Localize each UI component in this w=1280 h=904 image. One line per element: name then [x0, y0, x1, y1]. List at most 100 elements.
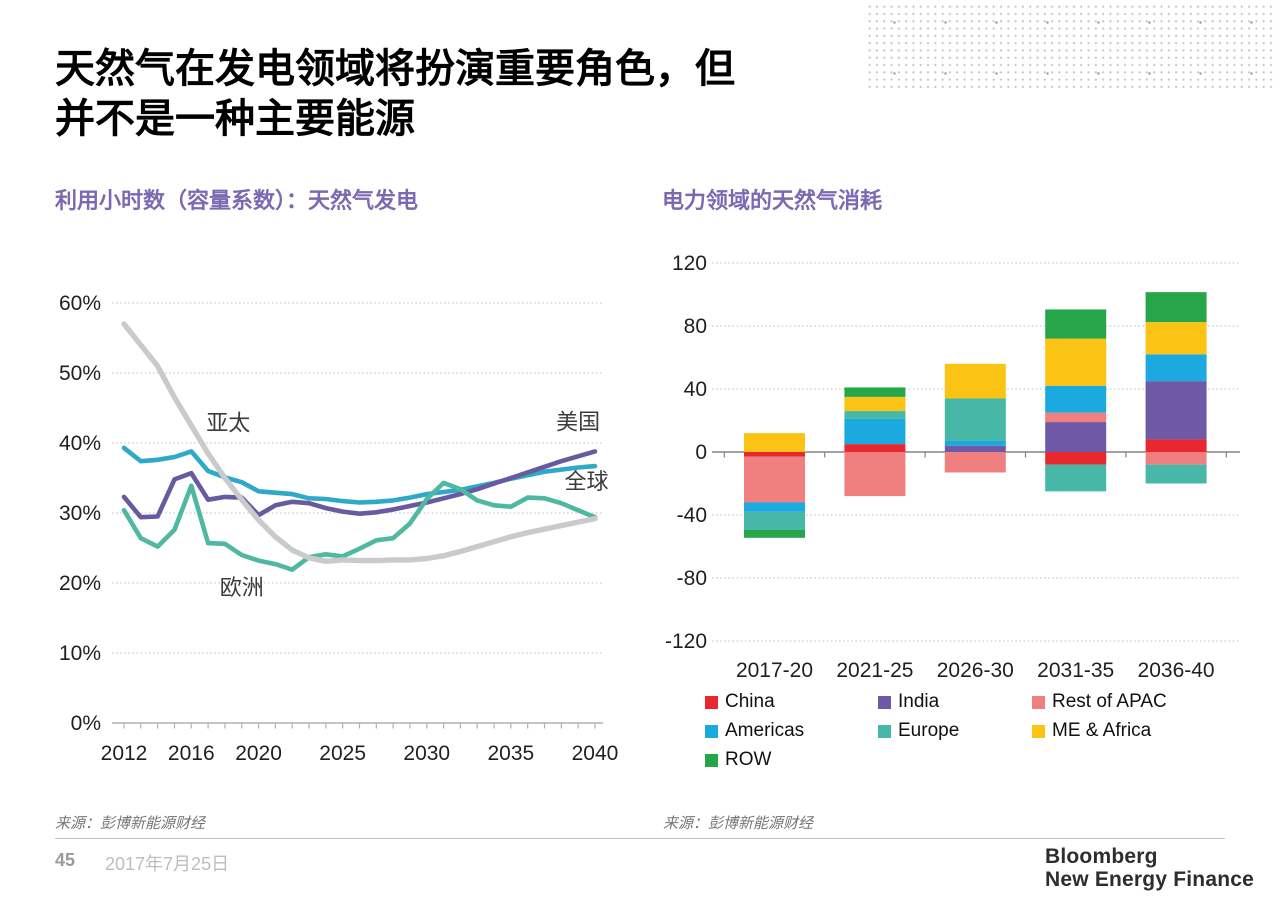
bnef-logo: Bloomberg New Energy Finance — [1045, 845, 1254, 891]
y-tick-label: 80 — [684, 315, 707, 338]
y-tick-label: 30% — [59, 502, 101, 525]
bar-segment-china — [744, 452, 805, 457]
bar-segment-europe — [944, 398, 1006, 441]
y-tick-label: 20% — [59, 572, 101, 595]
bar-segment-china — [1145, 439, 1207, 452]
legend-item-row: ROW — [705, 749, 771, 771]
bar-segment-me-africa — [1045, 338, 1107, 386]
x-tick-label: 2030 — [403, 742, 450, 765]
legend-label: India — [898, 691, 940, 712]
bar-segment-row — [744, 529, 805, 538]
x-tick-label: 2035 — [488, 742, 535, 765]
bar-segment-europe — [744, 511, 805, 530]
legend-swatch — [878, 724, 891, 738]
bar-segment-americas — [844, 418, 906, 445]
legend-label: ME & Africa — [1052, 720, 1152, 741]
legend-item-india: India — [878, 691, 939, 713]
legend-swatch — [705, 695, 718, 709]
slide-date: 2017年7月25日 — [105, 854, 230, 874]
bar-chart-legend: China India Rest of APAC Americas Europe ME &… — [705, 691, 1250, 783]
category-label: 2017-20 — [736, 659, 813, 682]
x-tick-label: 2020 — [235, 742, 282, 765]
bar-segment-me-africa — [844, 396, 906, 412]
y-tick-label: 120 — [672, 252, 707, 275]
legend-item-europe: Europe — [878, 720, 959, 742]
bar-segment-india — [944, 445, 1006, 452]
legend-item-me-africa: ME & Africa — [1032, 720, 1151, 742]
bar-segment-rest-of-apac — [744, 456, 805, 503]
bar-segment-rest-of-apac — [944, 452, 1006, 473]
bar-segment-europe — [844, 411, 906, 419]
legend-label: Rest of APAC — [1052, 691, 1167, 712]
line-chart-title: 利用小时数（容量系数）：天然气发电 — [55, 188, 419, 213]
bar-segment-me-africa — [1145, 322, 1207, 355]
bar-segment-americas — [744, 502, 805, 512]
line-series-亚太 — [121, 321, 598, 564]
dot-pattern-decoration — [866, 3, 1276, 88]
logo-line2: New Energy Finance — [1045, 868, 1254, 891]
series-label: 亚太 — [206, 411, 250, 436]
category-label: 2036-40 — [1138, 659, 1215, 682]
x-tick-label: 2025 — [319, 742, 366, 765]
legend-item-rest-of-apac: Rest of APAC — [1032, 691, 1167, 713]
bar-segment-china — [844, 444, 906, 452]
legend-swatch — [705, 724, 718, 738]
y-tick-label: 40% — [59, 432, 101, 455]
line-series-欧洲 — [121, 480, 598, 573]
y-tick-label: 10% — [59, 642, 101, 665]
bar-segment-row — [1045, 309, 1107, 339]
bar-segment-me-africa — [744, 433, 805, 452]
legend-item-americas: Americas — [705, 720, 804, 742]
series-label: 欧洲 — [220, 575, 264, 600]
bar-segment-americas — [1045, 385, 1107, 413]
y-tick-label: -120 — [665, 630, 707, 653]
slide-title: 天然气在发电领域将扮演重要角色，但 并不是一种主要能源 — [55, 47, 735, 142]
bar-segment-americas — [1145, 354, 1207, 382]
bar-chart-title: 电力领域的天然气消耗 — [662, 188, 883, 213]
page-number: 45 — [55, 850, 76, 870]
bar-segment-rest-of-apac — [1145, 452, 1207, 465]
y-tick-label: 60% — [59, 292, 101, 315]
legend-item-china: China — [705, 691, 775, 713]
x-tick-label: 2040 — [572, 742, 619, 765]
bar-segment-row — [844, 387, 906, 397]
bar-segment-row — [1145, 292, 1207, 323]
category-label: 2026-30 — [937, 659, 1014, 682]
y-tick-label: -40 — [677, 504, 707, 527]
line-chart-source: 来源：彭博新能源财经 — [55, 815, 206, 832]
bar-segment-rest-of-apac — [844, 452, 906, 497]
bar-segment-europe — [1045, 464, 1107, 492]
series-label: 美国 — [556, 409, 600, 434]
legend-swatch — [878, 695, 891, 709]
category-label: 2021-25 — [836, 659, 913, 682]
bar-chart: 120 80 40 0 -40 -80 -120 2017-20 2021-25 2026-30 2… — [665, 252, 1240, 682]
bar-segment-americas — [944, 440, 1006, 446]
line-series-美国 — [121, 449, 598, 520]
footer-divider — [55, 838, 1225, 839]
logo-line1: Bloomberg — [1045, 845, 1158, 868]
bar-segment-me-africa — [944, 363, 1006, 399]
series-label: 全球 — [565, 469, 609, 494]
bar-segment-rest-of-apac — [1045, 412, 1107, 423]
legend-label: China — [725, 691, 775, 712]
y-tick-label: 0% — [71, 712, 101, 735]
y-tick-label: 50% — [59, 362, 101, 385]
category-label: 2031-35 — [1037, 659, 1114, 682]
bar-segment-china — [1045, 452, 1107, 465]
bar-segment-india — [1145, 381, 1207, 440]
y-tick-label: 0 — [695, 441, 707, 464]
bar-chart-source: 来源：彭博新能源财经 — [663, 815, 814, 832]
y-tick-label: -80 — [677, 567, 707, 590]
legend-label: Americas — [725, 720, 805, 741]
bar-segment-india — [1045, 422, 1107, 452]
legend-label: Europe — [898, 720, 960, 741]
legend-swatch — [705, 753, 718, 767]
bar-segment-europe — [1145, 464, 1207, 484]
legend-label: ROW — [725, 749, 772, 770]
line-chart: 0% 10% 20% 30% 40% 50% 60% 2012 2016 2020 2025 2030… — [59, 292, 618, 765]
legend-swatch — [1032, 695, 1045, 709]
legend-swatch — [1032, 724, 1045, 738]
y-tick-label: 40 — [684, 378, 707, 401]
